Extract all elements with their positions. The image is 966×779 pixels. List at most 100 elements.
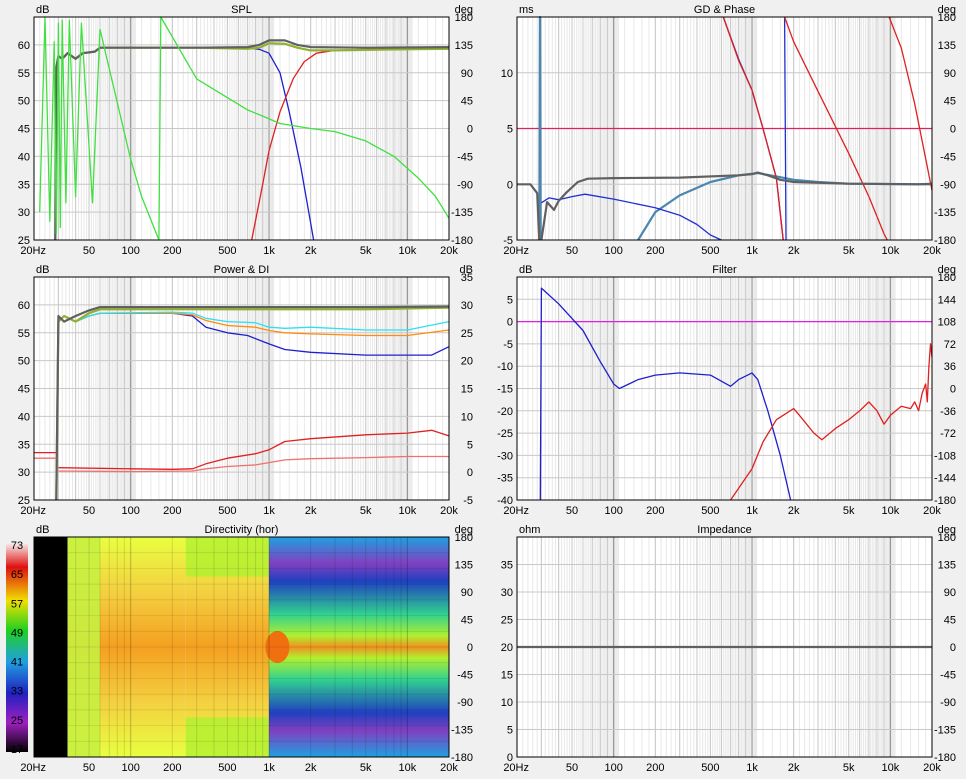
y-tick-label: 45: [18, 384, 30, 396]
panel-directivity: Directivity (hor) dB deg 73 65 57 49 41 33 25 17 18…: [6, 524, 473, 774]
y2-tick-label: -108: [934, 450, 956, 462]
y-tick-label: 50: [18, 356, 30, 368]
y2-tick-label: 45: [944, 96, 956, 108]
y2-tick-label: 45: [944, 615, 956, 627]
x-tick-label: 200: [163, 762, 181, 774]
x-tick-label: 10k: [398, 245, 416, 257]
plot-frame: [33, 536, 450, 758]
left-unit-label: ohm: [519, 524, 540, 536]
y-tick-label: 60: [18, 40, 30, 52]
x-tick-label: 20Hz: [20, 245, 46, 257]
y2-tick-label: 90: [944, 587, 956, 599]
x-tick-label: 200: [163, 505, 181, 517]
x-tick-label: 1k: [263, 762, 275, 774]
x-tick-label: 20Hz: [20, 762, 46, 774]
y-tick-label: 0: [507, 752, 513, 764]
plot-frame: [33, 276, 450, 501]
y2-tick-label: 135: [938, 560, 956, 572]
y-tick-label: -10: [497, 361, 513, 373]
x-tick-label: 2k: [788, 762, 800, 774]
y2-tick-label: 135: [455, 560, 473, 572]
x-tick-label: 5k: [843, 245, 855, 257]
y2-tick-label: -45: [940, 670, 956, 682]
y-tick-label: -15: [497, 384, 513, 396]
y2-tick-label: -135: [934, 725, 956, 737]
x-tick-label: 50: [566, 505, 578, 517]
x-tick-label: 100: [605, 245, 623, 257]
series-line-1: [539, 287, 792, 501]
y2-tick-label: 180: [938, 532, 956, 544]
plot-frame: [516, 16, 933, 241]
x-tick-label: 50: [83, 762, 95, 774]
y-tick-label: 35: [18, 439, 30, 451]
x-tick-label: 2k: [788, 505, 800, 517]
x-tick-label: 1k: [746, 762, 758, 774]
y-tick-label: 55: [18, 68, 30, 80]
x-tick-label: 100: [605, 762, 623, 774]
y2-tick-label: 10: [461, 411, 473, 423]
x-tick-label: 200: [646, 505, 664, 517]
x-tick-label: 500: [218, 505, 236, 517]
x-tick-label: 1k: [746, 505, 758, 517]
panel-spl: SPL dB deg 60 55 50 45 40 35 30 25 180 135 90 45 0 -45 -9…: [18, 4, 473, 257]
right-unit-label: deg: [455, 524, 473, 536]
x-tick-label: 10k: [881, 505, 899, 517]
y2-tick-label: 90: [461, 587, 473, 599]
y-tick-label: 10: [501, 697, 513, 709]
series-line-6: [58, 429, 450, 470]
chart-title: Filter: [712, 264, 737, 276]
colorbar-tick-label: 49: [11, 627, 23, 639]
y-tick-label: 30: [18, 467, 30, 479]
x-tick-label: 50: [83, 505, 95, 517]
right-unit-label: deg: [938, 264, 956, 276]
x-tick-label: 100: [122, 762, 140, 774]
chart-title: GD & Phase: [694, 4, 755, 16]
x-tick-label: 10k: [881, 245, 899, 257]
y2-tick-label: 180: [938, 272, 956, 284]
heatmap-low-edge: [67, 537, 101, 757]
chart-title: Directivity (hor): [205, 524, 279, 536]
y2-tick-label: 0: [950, 384, 956, 396]
x-tick-label: 20k: [923, 762, 941, 774]
x-tick-label: 200: [163, 245, 181, 257]
heatmap-black-band: [34, 537, 68, 757]
x-tick-label: 5k: [843, 505, 855, 517]
series-line-1: [538, 15, 542, 241]
left-unit-label: dB: [36, 524, 49, 536]
x-tick-label: 10k: [881, 762, 899, 774]
y-tick-label: 10: [501, 68, 513, 80]
y2-tick-label: 72: [944, 339, 956, 351]
x-tick-label: 50: [566, 245, 578, 257]
y-tick-label: 35: [18, 179, 30, 191]
x-tick-label: 20Hz: [20, 505, 46, 517]
series-line-8: [58, 455, 449, 473]
y2-tick-label: -45: [457, 670, 473, 682]
y2-tick-label: -180: [934, 752, 956, 764]
x-tick-label: 5k: [360, 505, 372, 517]
y2-tick-label: 180: [455, 532, 473, 544]
colorbar-tick-label: 33: [11, 686, 23, 698]
y2-tick-label: -144: [934, 473, 956, 485]
y-tick-label: 5: [507, 725, 513, 737]
y2-tick-label: -180: [451, 752, 473, 764]
y2-tick-label: 180: [455, 12, 473, 24]
series-line-8: [888, 16, 933, 191]
colorbar: [6, 542, 28, 752]
y2-tick-label: -90: [940, 179, 956, 191]
y-tick-label: -25: [497, 428, 513, 440]
x-tick-label: 200: [646, 762, 664, 774]
x-tick-label: 100: [605, 505, 623, 517]
x-tick-label: 500: [218, 762, 236, 774]
y-tick-label: 50: [18, 96, 30, 108]
y-tick-label: 25: [501, 615, 513, 627]
y2-tick-label: 0: [950, 124, 956, 136]
x-tick-label: 200: [646, 245, 664, 257]
y-tick-label: -35: [497, 473, 513, 485]
colorbar-tick-label: 41: [11, 657, 23, 669]
colorbar-tick-label: 17: [11, 744, 23, 756]
y2-tick-label: -36: [940, 406, 956, 418]
y-tick-label: 30: [18, 207, 30, 219]
colorbar-tick-label: 25: [11, 715, 23, 727]
